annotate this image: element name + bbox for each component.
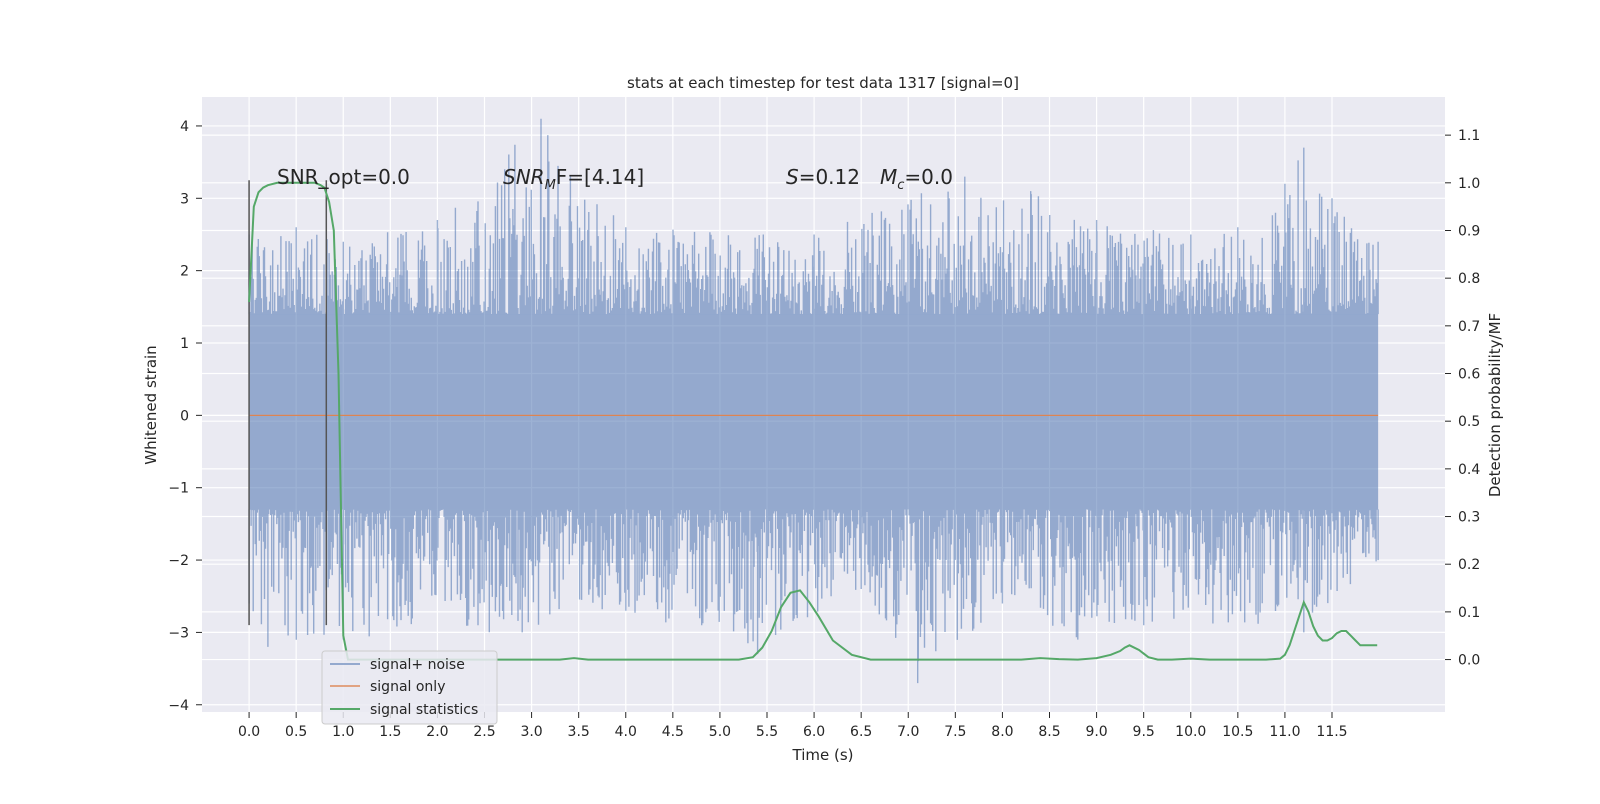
x-tick-label: 10.5	[1222, 724, 1253, 740]
signal-statistics-line	[248, 181, 1378, 661]
noise-core-band	[249, 314, 1379, 510]
x-tick-label: 2.0	[426, 724, 448, 740]
x-tick-label: 1.5	[379, 724, 401, 740]
left-axis-ticks: 4 3 2 1 0 −1 −2 −3 −4	[168, 119, 202, 714]
right-tick-label: 0.3	[1458, 510, 1480, 526]
mc-symbol: M	[880, 165, 897, 189]
x-tick-label: 11.5	[1316, 724, 1347, 740]
right-tick-label: 0.1	[1458, 605, 1480, 621]
x-axis-ticks: 0.0 0.5 1.0 1.5 2.0 2.5 3.0 3.5 4.0 4.5 5.0 5.5 6.0 6…	[238, 712, 1348, 740]
y-tick-label: 2	[180, 264, 189, 280]
mc-annotation: Mc=0.0	[880, 165, 953, 193]
mc-subscript: c	[897, 178, 904, 193]
right-tick-label: 0.4	[1458, 462, 1480, 478]
legend-label-stats: signal statistics	[370, 702, 478, 718]
x-tick-label: 3.5	[568, 724, 590, 740]
snr-mf-symbol: SNR	[503, 165, 545, 189]
mc-value: =0.0	[904, 165, 953, 189]
right-axis-label: Detection probability/MF	[1486, 313, 1504, 497]
y-tick-label: −2	[168, 553, 189, 569]
right-tick-label: 0.6	[1458, 367, 1480, 383]
x-tick-label: 4.5	[662, 724, 684, 740]
chart-title: stats at each timestep for test data 131…	[627, 74, 1019, 92]
x-tick-label: 6.0	[803, 724, 825, 740]
legend-label-signal: signal only	[370, 679, 445, 695]
y-tick-label: 0	[180, 408, 189, 424]
x-tick-label: 0.0	[238, 724, 260, 740]
s-symbol: S	[786, 165, 799, 189]
right-tick-label: 0.2	[1458, 557, 1480, 573]
right-tick-label: 0.5	[1458, 414, 1480, 430]
y-tick-label: −1	[168, 481, 189, 497]
event-markers	[248, 180, 328, 626]
y-tick-label: −3	[168, 625, 189, 641]
right-tick-label: 1.1	[1458, 128, 1480, 144]
x-tick-label: 1.0	[332, 724, 354, 740]
x-tick-label: 2.5	[473, 724, 495, 740]
snr-mf-value: F=[4.14]	[556, 165, 644, 189]
x-tick-label: 7.5	[944, 724, 966, 740]
snr-opt-annotation: SNR_opt=0.0	[277, 165, 410, 189]
x-tick-label: 9.5	[1133, 724, 1155, 740]
right-tick-label: 0.7	[1458, 319, 1480, 335]
legend: signal+ noise signal only signal statist…	[321, 650, 498, 725]
s-annotation: S=0.12	[786, 165, 860, 189]
x-tick-label: 7.0	[897, 724, 919, 740]
x-axis-label: Time (s)	[792, 746, 854, 764]
right-tick-label: 0.0	[1458, 653, 1480, 669]
left-axis-label: Whitened strain	[142, 345, 160, 464]
x-tick-label: 6.5	[850, 724, 872, 740]
legend-label-noise: signal+ noise	[370, 657, 465, 673]
s-value: =0.12	[799, 165, 860, 189]
x-tick-label: 3.0	[520, 724, 542, 740]
x-tick-label: 8.5	[1038, 724, 1060, 740]
snr-mf-subscript: M	[545, 178, 556, 193]
right-tick-label: 1.0	[1458, 176, 1480, 192]
x-tick-label: 0.5	[285, 724, 307, 740]
y-tick-label: 3	[180, 191, 189, 207]
legend-box	[321, 650, 498, 725]
x-tick-label: 5.5	[756, 724, 778, 740]
signal-noise-series	[248, 118, 1379, 684]
y-tick-label: 4	[180, 119, 189, 135]
x-tick-label: 10.0	[1175, 724, 1206, 740]
right-tick-label: 0.8	[1458, 271, 1480, 287]
right-axis-ticks: 1.1 1.0 0.9 0.8 0.7 0.6 0.5 0.4 0.3 0.2 0.1 0.0	[1445, 128, 1480, 669]
x-tick-label: 4.0	[615, 724, 637, 740]
x-tick-label: 5.0	[709, 724, 731, 740]
y-tick-label: 1	[180, 336, 189, 352]
y-tick-label: −4	[168, 698, 189, 714]
x-tick-label: 9.0	[1085, 724, 1107, 740]
x-tick-label: 8.0	[991, 724, 1013, 740]
right-tick-label: 0.9	[1458, 223, 1480, 239]
snr-mf-annotation: SNRMF=[4.14]	[503, 165, 644, 193]
x-tick-label: 11.0	[1269, 724, 1300, 740]
